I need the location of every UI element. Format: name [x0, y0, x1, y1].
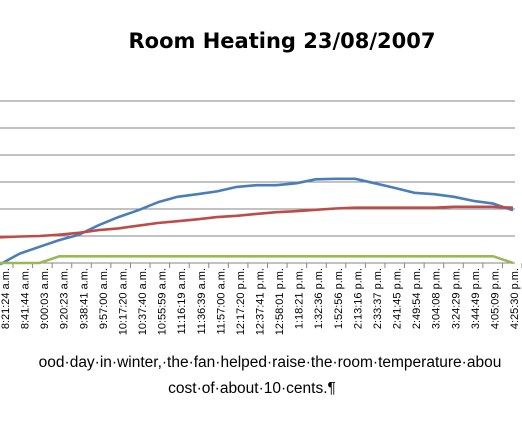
x-tick-label: 3:24:29 p.m. — [450, 268, 462, 329]
x-tick-label: 10:55:59 a.m. — [157, 268, 169, 335]
x-tick-label: 1:18:21 p.m. — [294, 268, 306, 329]
x-tick-label: 9:57:00 a.m. — [98, 268, 110, 329]
x-tick-label: 11:57:00 a.m. — [215, 268, 227, 334]
x-tick-label: 12:58:01 p.m. — [274, 268, 286, 335]
x-tick-label: 2:33:37 p.m. — [372, 268, 384, 329]
x-axis-ticks — [12, 263, 522, 268]
x-tick-label: 4:25:30 p.m. — [509, 268, 521, 329]
x-tick-label: 11:36:39 a.m. — [196, 268, 208, 334]
x-tick-label: 1:32:36 p.m. — [313, 268, 325, 329]
x-tick-label: 9:00:03 a.m. — [39, 268, 51, 329]
caption-line-2: cost·of·about·10·cents.¶ — [168, 380, 336, 397]
x-axis-labels: 8:21:24 a.m. 8:41:44 a.m. 9:00:03 a.m. 9:20… — [0, 268, 521, 335]
x-tick-label: 4:05:09 p.m. — [489, 268, 501, 329]
x-tick-label: 3:04:08 p.m. — [431, 268, 443, 329]
x-tick-label: 9:38:41 a.m. — [78, 268, 90, 329]
x-tick-label: 2:13:16 p.m. — [352, 268, 364, 329]
gridlines — [0, 100, 515, 264]
chart-title: Room Heating 23/08/2007 — [129, 29, 436, 53]
x-tick-label: 11:16:19 a.m. — [176, 268, 188, 334]
series-line-3 — [0, 254, 514, 265]
x-tick-label: 3:44:49 p.m. — [470, 268, 482, 329]
x-tick-label: 2:49:54 p.m. — [411, 268, 423, 329]
caption-line-1: ood·day·in·winter,·the·fan·helped·raise·… — [38, 354, 502, 371]
x-tick-label: 10:37:40 a.m. — [137, 268, 149, 335]
x-tick-label: 8:21:24 a.m. — [0, 268, 12, 329]
series-line-1 — [0, 177, 514, 266]
x-tick-label: 12:17:20 p.m. — [235, 268, 247, 335]
x-tick-label: 10:17:20 a.m. — [117, 268, 129, 335]
series-lines — [0, 177, 514, 266]
x-tick-label: 1:52:56 p.m. — [333, 268, 345, 329]
x-tick-label: 8:41:44 a.m. — [20, 268, 32, 329]
series-line-2 — [0, 205, 514, 239]
x-tick-label: 9:20:23 a.m. — [59, 268, 71, 329]
x-tick-label: 2:41:45 p.m. — [392, 268, 404, 329]
x-tick-label: 12:37:41 p.m. — [255, 268, 267, 335]
